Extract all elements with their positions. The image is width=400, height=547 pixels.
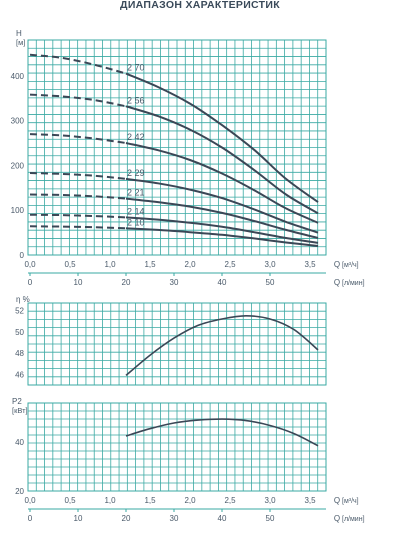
x-axis-label: Q xyxy=(334,260,340,269)
secondary-x-tick-label: 20 xyxy=(122,514,131,523)
curve-line xyxy=(125,227,319,247)
secondary-x-tick-label: 0 xyxy=(28,514,33,523)
curve-label: 2 56 xyxy=(127,95,145,105)
x-axis-label: Q xyxy=(334,496,340,505)
curve-dashed-section xyxy=(29,225,127,230)
secondary-x-axis-label: Q xyxy=(334,514,340,523)
y-tick-label: 46 xyxy=(15,370,24,379)
curve-line xyxy=(125,314,319,377)
secondary-x-tick-label: 10 xyxy=(74,278,83,287)
curve-line xyxy=(125,105,319,215)
page-title: ДИАПАЗОН ХАРАКТЕРИСТИК xyxy=(120,0,280,11)
curve-label: 2 42 xyxy=(127,132,145,142)
curve-label: 2 14 xyxy=(127,206,145,216)
secondary-x-tick-label: 40 xyxy=(218,278,227,287)
curve-label: 2 70 xyxy=(127,63,145,73)
x-tick-label: 1,5 xyxy=(144,496,156,505)
curve-line xyxy=(125,72,319,203)
secondary-x-tick-label: 20 xyxy=(122,278,131,287)
curve-line xyxy=(125,142,319,224)
x-tick-label: 0,5 xyxy=(64,496,76,505)
curve-label: 2 29 xyxy=(127,168,145,178)
y-axis-unit: [м] xyxy=(16,38,25,47)
x-tick-label: 2,5 xyxy=(224,260,236,269)
x-tick-label: 1,0 xyxy=(104,260,116,269)
x-tick-label: 3,5 xyxy=(304,260,316,269)
secondary-x-axis-unit: [л/мин] xyxy=(342,516,365,523)
secondary-x-tick-label: 40 xyxy=(218,514,227,523)
x-axis-unit: [м³/ч] xyxy=(342,262,359,269)
curve-line xyxy=(125,418,319,447)
y-tick-label: 52 xyxy=(15,306,24,315)
x-tick-label: 0,0 xyxy=(24,496,36,505)
y-tick-label: 40 xyxy=(15,438,24,447)
y-tick-label: 20 xyxy=(15,487,24,496)
secondary-x-tick-label: 30 xyxy=(170,278,179,287)
x-tick-label: 2,0 xyxy=(184,496,196,505)
x-tick-label: 2,0 xyxy=(184,260,196,269)
curve-dashed-section xyxy=(29,133,127,144)
y-axis-label: P2 xyxy=(12,397,22,406)
curve-line xyxy=(125,216,319,244)
y-axis-label: H xyxy=(16,29,22,38)
y-tick-label: 0 xyxy=(20,251,25,260)
x-axis-unit: [м³/ч] xyxy=(342,498,359,505)
efficiency-chart-panel: 46 48 50 52 η % xyxy=(15,295,327,386)
y-tick-label: 50 xyxy=(15,328,24,337)
curve-label: 2 10 xyxy=(127,217,145,227)
y-tick-label: 100 xyxy=(11,206,25,215)
curve-dashed-section xyxy=(29,53,127,75)
y-tick-label: 48 xyxy=(15,349,24,358)
x-tick-label: 2,5 xyxy=(224,496,236,505)
secondary-x-tick-label: 50 xyxy=(266,514,275,523)
secondary-x-tick-label: 30 xyxy=(170,514,179,523)
y-axis-unit: [кВт] xyxy=(12,406,28,415)
x-tick-label: 1,0 xyxy=(104,496,116,505)
y-tick-label: 400 xyxy=(11,72,25,81)
x-tick-label: 0,5 xyxy=(64,260,76,269)
secondary-x-tick-label: 50 xyxy=(266,278,275,287)
y-tick-label: 200 xyxy=(11,161,25,170)
curve-dashed-section xyxy=(29,172,127,180)
curve-dashed-section xyxy=(29,93,127,108)
secondary-x-axis-unit: [л/мин] xyxy=(342,280,365,287)
curve-label: 2 21 xyxy=(127,188,145,198)
y-axis-label: η % xyxy=(16,295,30,304)
curve-line xyxy=(125,197,319,239)
x-tick-label: 1,5 xyxy=(144,260,156,269)
secondary-x-tick-label: 10 xyxy=(74,514,83,523)
x-tick-label: 3,0 xyxy=(264,260,276,269)
x-tick-label: 3,0 xyxy=(264,496,276,505)
curve-line xyxy=(125,177,319,234)
curve-dashed-section xyxy=(29,193,127,200)
secondary-x-axis-label: Q xyxy=(334,278,340,287)
x-tick-label: 0,0 xyxy=(24,260,36,269)
x-tick-label: 3,5 xyxy=(304,496,316,505)
curve-dashed-section xyxy=(29,213,127,219)
y-tick-label: 300 xyxy=(11,117,25,126)
secondary-x-tick-label: 0 xyxy=(28,278,33,287)
